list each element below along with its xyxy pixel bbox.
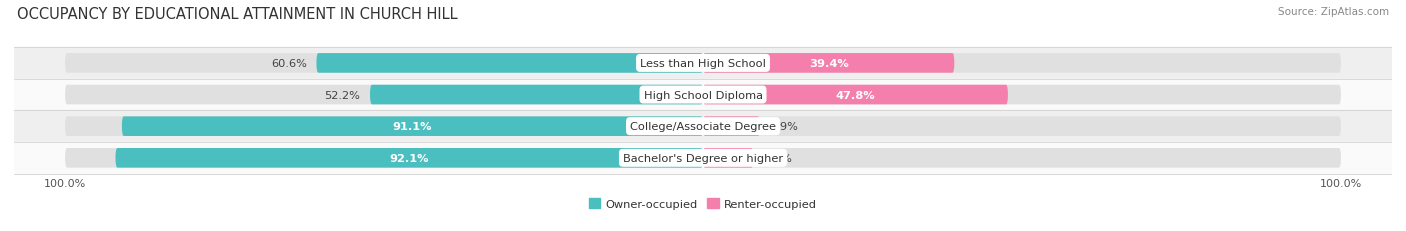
Text: 100.0%: 100.0% [1320, 179, 1362, 188]
Bar [14, 111, 1392, 142]
Text: 60.6%: 60.6% [271, 59, 307, 69]
FancyBboxPatch shape [115, 148, 703, 168]
Text: College/Associate Degree: College/Associate Degree [630, 122, 776, 132]
FancyBboxPatch shape [703, 54, 1341, 73]
FancyBboxPatch shape [122, 117, 703, 136]
FancyBboxPatch shape [703, 117, 759, 136]
FancyBboxPatch shape [703, 85, 1008, 105]
Legend: Owner-occupied, Renter-occupied: Owner-occupied, Renter-occupied [583, 193, 823, 213]
Text: 47.8%: 47.8% [835, 90, 876, 100]
Text: 91.1%: 91.1% [392, 122, 432, 132]
Text: Less than High School: Less than High School [640, 59, 766, 69]
Text: Source: ZipAtlas.com: Source: ZipAtlas.com [1278, 7, 1389, 17]
FancyBboxPatch shape [65, 117, 703, 136]
Text: High School Diploma: High School Diploma [644, 90, 762, 100]
FancyBboxPatch shape [316, 54, 703, 73]
Text: 7.9%: 7.9% [763, 153, 792, 163]
FancyBboxPatch shape [65, 54, 703, 73]
Bar [14, 142, 1392, 174]
Text: OCCUPANCY BY EDUCATIONAL ATTAINMENT IN CHURCH HILL: OCCUPANCY BY EDUCATIONAL ATTAINMENT IN C… [17, 7, 457, 22]
Bar [14, 79, 1392, 111]
Text: 52.2%: 52.2% [325, 90, 360, 100]
FancyBboxPatch shape [65, 148, 703, 168]
Text: 92.1%: 92.1% [389, 153, 429, 163]
FancyBboxPatch shape [703, 54, 955, 73]
FancyBboxPatch shape [703, 117, 1341, 136]
Text: Bachelor's Degree or higher: Bachelor's Degree or higher [623, 153, 783, 163]
FancyBboxPatch shape [703, 148, 754, 168]
FancyBboxPatch shape [370, 85, 703, 105]
Text: 39.4%: 39.4% [808, 59, 849, 69]
FancyBboxPatch shape [703, 148, 1341, 168]
Text: 100.0%: 100.0% [44, 179, 86, 188]
FancyBboxPatch shape [703, 85, 1341, 105]
Text: 8.9%: 8.9% [769, 122, 799, 132]
Bar [14, 48, 1392, 79]
FancyBboxPatch shape [65, 85, 703, 105]
